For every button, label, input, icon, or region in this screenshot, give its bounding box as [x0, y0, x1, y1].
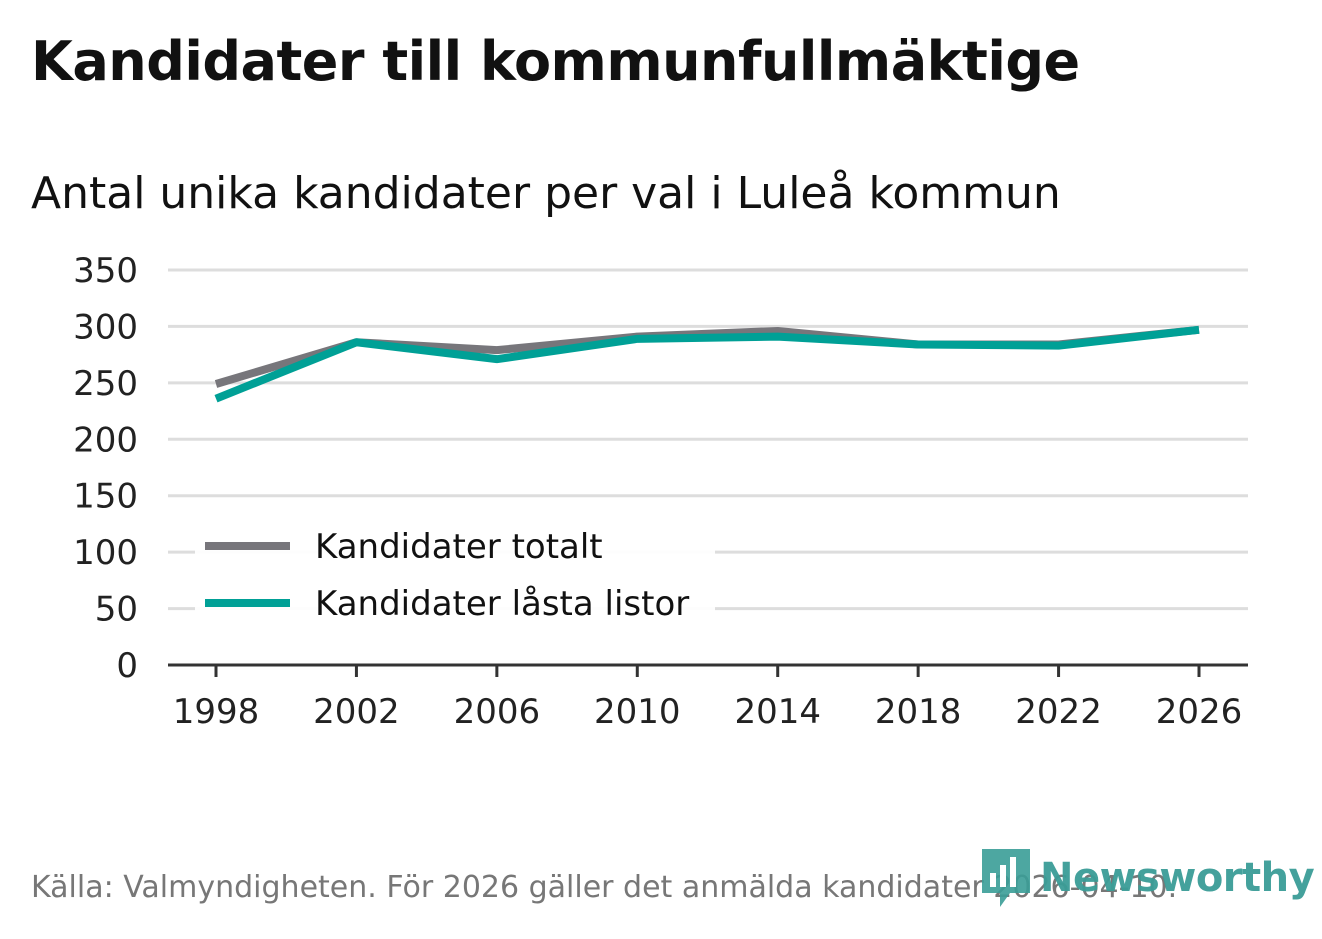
- x-tick-label-1998: 1998: [173, 692, 260, 732]
- x-tick-label-2026: 2026: [1156, 692, 1243, 732]
- y-tick-label-0: 0: [116, 646, 138, 686]
- chart-subtitle: Antal unika kandidater per val i Luleå k…: [31, 168, 1061, 219]
- legend-label-0: Kandidater totalt: [315, 527, 603, 567]
- x-tick-label-2010: 2010: [594, 692, 681, 732]
- x-tick-label-2014: 2014: [734, 692, 821, 732]
- legend-box: [195, 518, 715, 630]
- y-tick-label-350: 350: [73, 251, 138, 291]
- series-lines: [214, 325, 1200, 403]
- legend-background: [195, 518, 715, 630]
- newsworthy-logo[interactable]: Newsworthy: [980, 848, 1315, 908]
- y-axis-ticks: 0 50 100 150 200 250 300 350: [73, 251, 138, 686]
- y-tick-label-300: 300: [73, 307, 138, 347]
- chart-title: Kandidater till kommunfullmäktige: [31, 30, 1080, 93]
- bar-chart-pin-icon: [982, 849, 1030, 907]
- y-tick-label-150: 150: [73, 477, 138, 517]
- x-tick-label-2022: 2022: [1015, 692, 1102, 732]
- legend: Kandidater totalt Kandidater låsta listor: [205, 527, 689, 624]
- legend-label-1: Kandidater låsta listor: [315, 584, 689, 624]
- logo-text: Newsworthy: [1040, 855, 1315, 901]
- y-tick-label-250: 250: [73, 364, 138, 404]
- y-tick-label-50: 50: [95, 590, 138, 630]
- y-tick-label-200: 200: [73, 420, 138, 460]
- series-line-1: [214, 325, 1200, 403]
- x-axis-ticks: 1998 2002 2006 2010 2014 2018 2022 2026: [168, 663, 1248, 732]
- y-tick-label-100: 100: [73, 533, 138, 573]
- x-tick-label-2018: 2018: [875, 692, 962, 732]
- x-tick-label-2006: 2006: [454, 692, 541, 732]
- x-tick-label-2002: 2002: [313, 692, 400, 732]
